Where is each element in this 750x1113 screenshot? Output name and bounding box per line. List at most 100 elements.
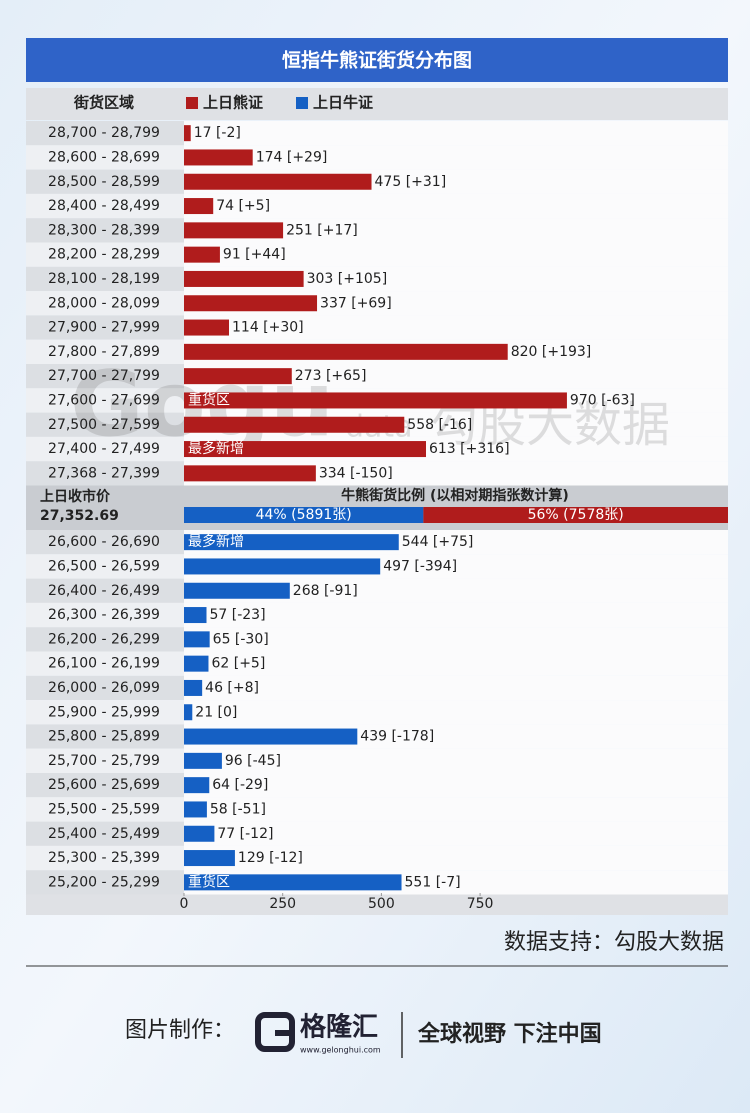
row-background bbox=[26, 773, 184, 798]
category-label: 25,800 - 25,899 bbox=[48, 729, 160, 745]
value-label: 439 [-178] bbox=[360, 729, 434, 745]
ratio-label: 56% (7578张) bbox=[528, 507, 624, 523]
x-tick-label: 500 bbox=[368, 896, 395, 912]
bar bbox=[184, 534, 399, 551]
category-label: 25,700 - 25,799 bbox=[48, 753, 160, 769]
row-background bbox=[26, 675, 184, 701]
slogan: 全球视野 下注中国 bbox=[417, 1021, 602, 1047]
bar bbox=[184, 582, 290, 599]
plot-background bbox=[184, 700, 728, 725]
bar bbox=[184, 416, 405, 433]
row-background bbox=[26, 870, 184, 895]
value-label: 475 [+31] bbox=[375, 174, 447, 190]
value-label: 62 [+5] bbox=[211, 656, 265, 672]
row-background bbox=[26, 364, 184, 389]
x-tick-label: 750 bbox=[467, 896, 494, 912]
axis-row bbox=[26, 893, 728, 915]
value-label: 970 [-63] bbox=[570, 392, 635, 408]
row-background bbox=[26, 651, 184, 676]
legend-swatch bbox=[296, 97, 308, 109]
category-label: 28,700 - 28,799 bbox=[48, 125, 160, 141]
x-tick-label: 250 bbox=[269, 896, 296, 912]
category-label: 27,700 - 27,799 bbox=[48, 368, 160, 384]
category-label: 28,600 - 28,699 bbox=[48, 149, 160, 165]
value-label: 17 [-2] bbox=[194, 125, 241, 141]
category-label: 25,200 - 25,299 bbox=[48, 874, 160, 890]
value-label: 77 [-12] bbox=[217, 826, 273, 842]
bar bbox=[184, 149, 253, 166]
row-background bbox=[26, 578, 184, 603]
row-background bbox=[26, 193, 184, 219]
category-label: 26,000 - 26,099 bbox=[48, 680, 160, 696]
value-label: 114 [+30] bbox=[232, 320, 304, 336]
row-background bbox=[26, 266, 184, 292]
close-label: 上日收市价 bbox=[40, 488, 111, 505]
plot-background bbox=[184, 845, 728, 871]
bar bbox=[184, 441, 426, 458]
bar-note: 最多新增 bbox=[188, 533, 244, 550]
row-background bbox=[26, 121, 184, 146]
row-background bbox=[26, 821, 184, 846]
category-label: 25,400 - 25,499 bbox=[48, 826, 160, 842]
bar bbox=[184, 295, 318, 312]
bar bbox=[184, 777, 210, 794]
bar bbox=[184, 752, 222, 769]
plot-background bbox=[184, 797, 728, 822]
plot-background bbox=[184, 602, 728, 628]
bar bbox=[184, 222, 284, 239]
ratio-bar bbox=[184, 507, 424, 523]
row-background bbox=[26, 724, 184, 749]
category-label: 27,900 - 27,999 bbox=[48, 320, 160, 336]
plot-background bbox=[184, 821, 728, 846]
value-label: 268 [-91] bbox=[293, 583, 358, 599]
legend-swatch bbox=[186, 97, 198, 109]
value-label: 334 [-150] bbox=[319, 465, 393, 481]
plot-background bbox=[184, 773, 728, 798]
ratio-title: 牛熊街货比例 (以相对期指张数计算) bbox=[341, 487, 569, 504]
row-background bbox=[26, 145, 184, 170]
row-background bbox=[26, 700, 184, 725]
chart-title: 恒指牛熊证街货分布图 bbox=[282, 49, 472, 72]
category-label: 27,368 - 27,399 bbox=[48, 465, 160, 481]
plot-background bbox=[184, 242, 728, 267]
plot-background bbox=[184, 145, 728, 170]
bar bbox=[184, 655, 209, 672]
value-label: 21 [0] bbox=[195, 704, 237, 720]
value-label: 613 [+316] bbox=[429, 441, 510, 457]
bar bbox=[184, 558, 381, 575]
bar bbox=[184, 607, 207, 624]
value-label: 558 [-16] bbox=[407, 417, 472, 433]
logo-icon-bar bbox=[275, 1030, 295, 1036]
row-background bbox=[26, 461, 184, 486]
value-label: 551 [-7] bbox=[405, 874, 461, 890]
value-label: 58 [-51] bbox=[210, 801, 266, 817]
bar bbox=[184, 392, 567, 409]
category-label: 27,500 - 27,599 bbox=[48, 417, 160, 433]
legend-label: 上日牛证 bbox=[313, 94, 373, 112]
category-label: 28,000 - 28,099 bbox=[48, 295, 160, 311]
value-label: 251 [+17] bbox=[286, 222, 358, 238]
bar bbox=[184, 319, 230, 336]
row-background bbox=[26, 412, 184, 437]
row-background bbox=[26, 339, 184, 364]
bar-note: 重货区 bbox=[188, 391, 230, 408]
row-background bbox=[26, 291, 184, 316]
category-label: 28,200 - 28,299 bbox=[48, 247, 160, 263]
value-label: 46 [+8] bbox=[205, 680, 259, 696]
bar bbox=[184, 850, 235, 867]
bar bbox=[184, 246, 220, 263]
value-label: 497 [-394] bbox=[383, 558, 457, 574]
legend-label: 上日熊证 bbox=[203, 94, 263, 112]
plot-background bbox=[184, 121, 728, 146]
value-label: 303 [+105] bbox=[307, 271, 388, 287]
bar bbox=[184, 125, 191, 142]
bar bbox=[184, 368, 292, 385]
category-label: 28,100 - 28,199 bbox=[48, 271, 160, 287]
category-label: 28,500 - 28,599 bbox=[48, 174, 160, 190]
row-background bbox=[26, 218, 184, 243]
ratio-bar bbox=[423, 507, 728, 523]
maker-label: 图片制作： bbox=[125, 1018, 235, 1043]
plot-background bbox=[184, 651, 728, 676]
value-label: 96 [-45] bbox=[225, 753, 281, 769]
row-background bbox=[26, 315, 184, 340]
